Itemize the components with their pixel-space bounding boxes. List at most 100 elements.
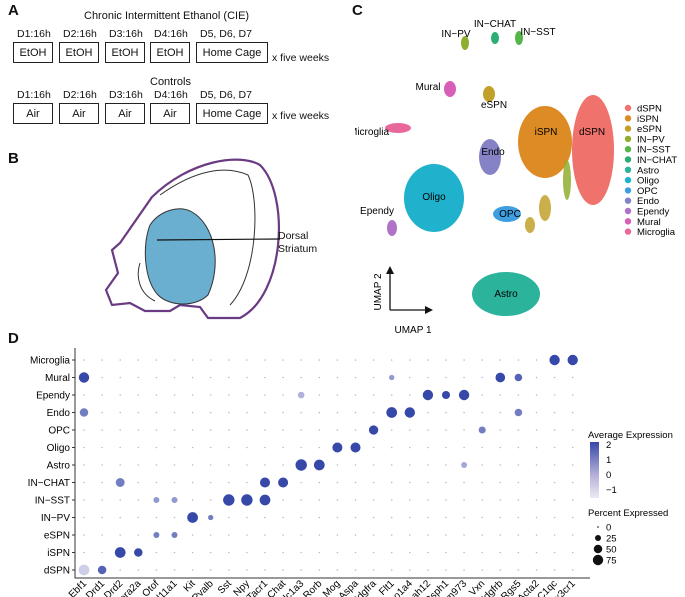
- control-repeat-label: x five weeks: [272, 110, 330, 122]
- dotplot-dot: [119, 411, 121, 414]
- dotplot-dot: [101, 394, 103, 396]
- dotplot-row-label: dSPN: [44, 566, 70, 577]
- dotplot-dot: [499, 569, 502, 571]
- dotplot-dot: [209, 534, 212, 536]
- dotplot-dot: [155, 359, 158, 361]
- umap-legend-label: IN−CHAT: [637, 155, 677, 166]
- umap-legend-dot: [624, 156, 632, 163]
- dotplot-dot: [499, 551, 502, 554]
- dotplot-dot: [571, 394, 574, 396]
- umap-legend-dot: [624, 104, 632, 112]
- dotplot-dot: [445, 569, 447, 571]
- dotplot-dot: [300, 499, 303, 501]
- dotplot-dot: [368, 425, 379, 435]
- dotplot-dot: [390, 516, 393, 519]
- cie-day-label: D2:16h: [63, 28, 97, 40]
- dotplot-dot: [209, 359, 212, 361]
- dotplot-dot: [282, 516, 284, 519]
- dotplot-dot: [300, 534, 303, 536]
- umap-cluster-label: Endo: [481, 147, 505, 158]
- dotplot-dot: [535, 551, 538, 554]
- umap-cluster-ependy: [387, 220, 397, 236]
- dotplot-dot: [191, 481, 194, 484]
- dotplot-dot: [517, 481, 520, 484]
- percent-legend-dot: [592, 554, 604, 566]
- dotplot-dot: [571, 446, 574, 449]
- dotplot-dot: [372, 446, 375, 449]
- dotplot-dot: [246, 551, 248, 554]
- dotplot-dot: [409, 429, 411, 431]
- dotplot-dot: [390, 569, 393, 571]
- dotplot-dot: [191, 429, 194, 431]
- dotplot-dot: [300, 481, 303, 484]
- dotplot-dot: [499, 446, 502, 449]
- dotplot-dot: [259, 494, 271, 506]
- dotplot-dot: [571, 534, 574, 536]
- dotplot-dot: [101, 551, 103, 554]
- dotplot-dot: [422, 389, 434, 401]
- umap-ylabel: UMAP 2: [373, 273, 384, 310]
- dotplot-dot: [386, 407, 398, 418]
- umap-cluster-ispn: [518, 106, 572, 178]
- dotplot-dot: [463, 359, 465, 361]
- dotplot-dot: [264, 551, 266, 554]
- umap-legend-label: dSPN: [637, 104, 662, 115]
- dotplot-dot: [517, 359, 520, 361]
- dotplot-dot: [187, 512, 198, 523]
- dotplot-dot: [535, 569, 538, 571]
- dotplot-dot: [246, 411, 248, 414]
- dotplot-dot: [119, 534, 121, 536]
- control-day-label: D1:16h: [17, 89, 51, 101]
- dotplot-dot: [300, 376, 303, 379]
- control-day-label: D2:16h: [63, 89, 97, 101]
- umap-cluster-dspn: [572, 95, 614, 205]
- umap-cluster-mural: [444, 81, 456, 97]
- dotplot-dot: [119, 464, 121, 466]
- dotplot-dot: [499, 359, 502, 361]
- dotplot-dot: [246, 359, 248, 361]
- dotplot-dot: [517, 464, 520, 466]
- dotplot-dot: [137, 481, 140, 484]
- dotplot-dot: [119, 394, 121, 396]
- dotplot-dot: [535, 411, 538, 414]
- dotplot-dot: [427, 569, 429, 571]
- dotplot-dot: [517, 516, 520, 519]
- dotplot-dot: [137, 429, 140, 431]
- dorsal-label: Dorsal: [278, 230, 309, 242]
- dotplot-dot: [155, 446, 158, 449]
- dotplot-dot: [441, 390, 451, 400]
- legend-expression-title: Average Expression: [588, 430, 673, 441]
- inner-outline: [159, 169, 256, 306]
- dotplot-dot: [228, 534, 230, 536]
- dotplot-row-label: Astro: [47, 461, 71, 472]
- umap-cluster-label: Oligo: [422, 192, 446, 203]
- dotplot-dot: [318, 481, 321, 484]
- brain-outline: [104, 158, 280, 320]
- dotplot-dot: [137, 534, 140, 536]
- dotplot-dot: [372, 499, 375, 501]
- dotplot-dot: [313, 459, 325, 471]
- dotplot-dot: [300, 429, 303, 431]
- dotplot-dot: [463, 551, 465, 554]
- dotplot-dot: [119, 516, 121, 519]
- umap-legend-dot: [624, 228, 632, 235]
- dotplot-dot: [549, 354, 560, 366]
- dotplot-dot: [481, 481, 484, 484]
- dotplot-dot: [499, 534, 502, 536]
- percent-legend-dot: [593, 544, 603, 554]
- dotplot-dot: [228, 481, 230, 484]
- dotplot-dot: [495, 372, 506, 383]
- umap-legend-dot: [624, 207, 632, 215]
- umap-legend-label: Astro: [637, 165, 659, 176]
- dotplot-dot: [336, 569, 339, 571]
- dotplot-dot: [553, 411, 556, 414]
- dotplot-dot: [445, 481, 447, 484]
- dotplot-dot: [191, 411, 194, 414]
- dotplot-dot: [409, 464, 411, 466]
- dotplot-dot: [83, 464, 85, 466]
- dotplot-dot: [445, 376, 447, 379]
- dotplot-dot: [535, 446, 538, 449]
- dotplot-dot: [478, 426, 486, 434]
- umap-legend-label: Microglia: [637, 227, 676, 238]
- dotplot-dot: [517, 499, 520, 501]
